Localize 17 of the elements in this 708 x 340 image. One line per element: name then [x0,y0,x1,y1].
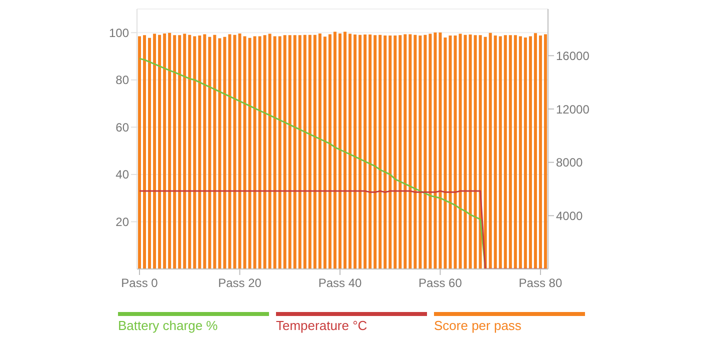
y-tick-label: 60 [116,120,130,134]
y2-tick-label: 12000 [556,102,590,116]
y-tick-label: 40 [116,168,130,182]
y2-tick-label: 16000 [556,48,590,63]
y2-tick-label: 4000 [556,208,584,223]
x-tick-label: Pass 80 [518,276,562,290]
text: Score per pass [434,318,522,333]
y-tick-label: 80 [116,73,130,88]
x-tick-label: Pass 20 [218,276,262,290]
x-tick-label: Pass 60 [418,276,462,290]
y-tick-label: 20 [116,214,130,229]
x-tick-label: Pass 0 [121,276,158,290]
y2-tick-label: 8000 [556,156,584,170]
text: Temperature °C [276,318,368,333]
x-tick-label: Pass 40 [318,276,362,290]
text: Battery charge % [118,318,219,333]
y-tick-label: 100 [108,26,130,40]
